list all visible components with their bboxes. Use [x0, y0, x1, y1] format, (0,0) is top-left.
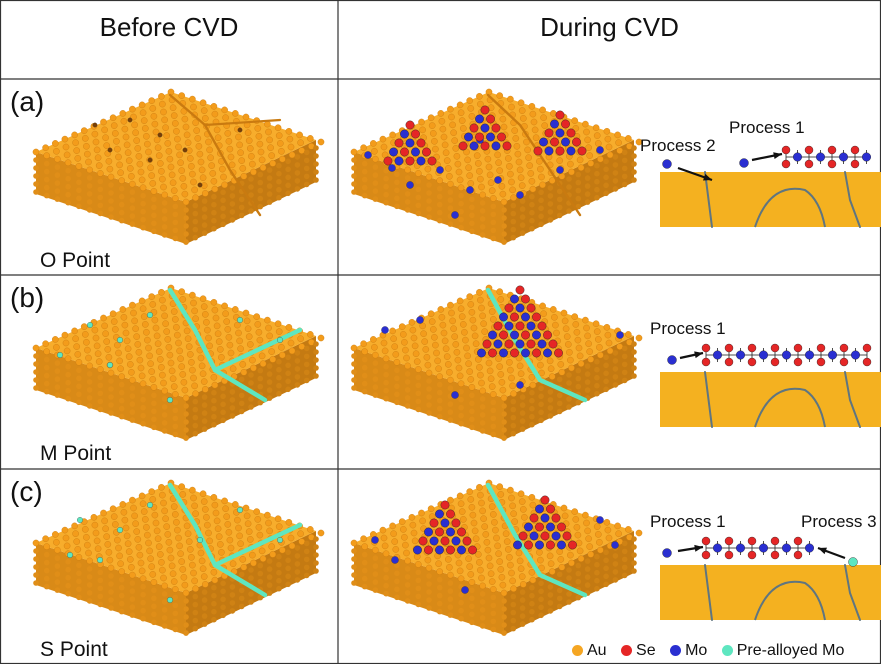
- point-label-m: M Point: [40, 442, 112, 465]
- process-1-label-b: Process 1: [650, 319, 726, 338]
- slab-during-c: [350, 479, 643, 636]
- row-label-c: (c): [10, 476, 43, 507]
- process-2-label-a: Process 2: [640, 136, 716, 155]
- point-label-o: O Point: [40, 249, 111, 272]
- slab-before-a: [32, 88, 325, 245]
- prealloyed-mo-atom-icon: [721, 645, 733, 656]
- process-panel-c: [660, 536, 881, 621]
- legend-mo: Mo: [670, 642, 707, 659]
- process-3-label-c: Process 3: [801, 512, 877, 531]
- row-label-a: (a): [10, 86, 45, 117]
- process-panel-b: [660, 343, 881, 428]
- slab-before-c: [32, 479, 325, 636]
- legend: Au Se Mo Pre-alloyed Mo: [572, 642, 854, 660]
- legend-au: Au: [572, 642, 607, 659]
- slab-before-b: [32, 284, 325, 441]
- header-before-cvd: Before CVD: [99, 12, 239, 42]
- legend-se: Se: [621, 642, 656, 659]
- se-atom-icon: [621, 645, 633, 656]
- process-1-label-c: Process 1: [650, 512, 726, 531]
- header-during-cvd: During CVD: [540, 12, 679, 42]
- row-label-b: (b): [10, 282, 45, 313]
- point-label-s: S Point: [40, 638, 108, 661]
- process-1-label-a: Process 1: [729, 118, 805, 137]
- au-atom-icon: [572, 645, 583, 656]
- slab-during-a: [350, 88, 643, 245]
- process-panel-a: [660, 145, 881, 228]
- slab-during-b: [350, 284, 643, 441]
- legend-prealloyed: Pre-alloyed Mo: [721, 642, 844, 659]
- mo-atom-icon: [670, 645, 682, 656]
